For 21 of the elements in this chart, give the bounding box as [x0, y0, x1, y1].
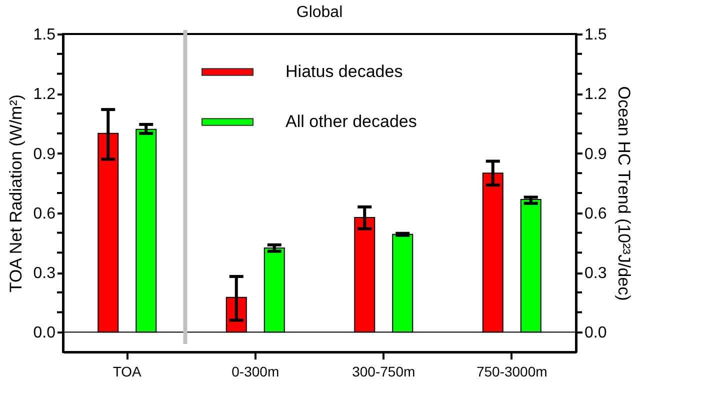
- y2-tick-label: 1.5: [584, 26, 607, 44]
- y2-tick-label: 0.9: [584, 146, 607, 163]
- y2-tick-label: 1.2: [584, 86, 607, 104]
- x-tick-label: 300-750m: [352, 364, 416, 380]
- y2-tick-label: 0.3: [584, 265, 607, 282]
- y-tick-label: 1.2: [33, 86, 56, 104]
- y-axis-title: TOA Net Radiation (W/m²): [6, 94, 26, 293]
- y-tick-label: 1.5: [33, 26, 56, 44]
- x-tick-label: TOA: [112, 364, 142, 380]
- chart-title: Global: [296, 4, 343, 21]
- x-tick-label: 750-3000m: [476, 364, 548, 380]
- legend-label: Hiatus decades: [286, 62, 403, 81]
- y2-axis-title: Ocean HC Trend (10²³J/dec): [614, 86, 634, 301]
- y-tick-label: 0.9: [33, 146, 56, 163]
- y2-tick-label: 0.6: [584, 205, 607, 222]
- x-tick-label: 0-300m: [232, 364, 280, 380]
- y2-tick-label: 0.0: [584, 324, 607, 342]
- y-tick-label: 0.0: [33, 324, 56, 342]
- y-tick-label: 0.6: [33, 205, 56, 222]
- y-tick-label: 0.3: [33, 265, 56, 282]
- legend-label: All other decades: [286, 112, 417, 131]
